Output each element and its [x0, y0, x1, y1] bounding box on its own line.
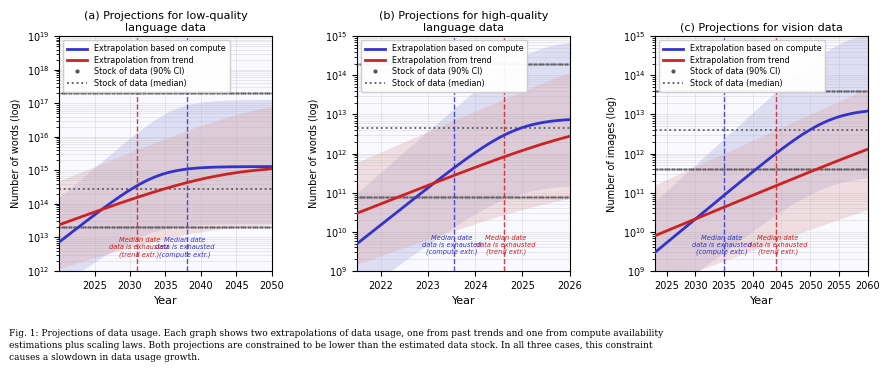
X-axis label: Year: Year	[749, 296, 773, 306]
Text: Median date
data is exhausted
(trend extr.): Median date data is exhausted (trend ext…	[110, 237, 169, 258]
Title: (a) Projections for low-quality
language data: (a) Projections for low-quality language…	[84, 11, 248, 33]
Y-axis label: Number of words (log): Number of words (log)	[309, 99, 319, 208]
X-axis label: Year: Year	[452, 296, 475, 306]
Text: Fig. 1: Projections of data usage. Each graph shows two extrapolations of data u: Fig. 1: Projections of data usage. Each …	[9, 329, 663, 362]
Text: Median date
data is exhausted
(trend extr.): Median date data is exhausted (trend ext…	[748, 235, 807, 255]
Title: (c) Projections for vision data: (c) Projections for vision data	[680, 23, 843, 33]
Text: Median date
data is exhausted
(compute extr.): Median date data is exhausted (compute e…	[692, 235, 752, 255]
Title: (b) Projections for high-quality
language data: (b) Projections for high-quality languag…	[379, 11, 548, 33]
Text: Median date
data is exhausted
(trend extr.): Median date data is exhausted (trend ext…	[476, 235, 535, 255]
Y-axis label: Number of words (log): Number of words (log)	[11, 99, 21, 208]
Legend: Extrapolation based on compute, Extrapolation from trend, Stock of data (90% CI): Extrapolation based on compute, Extrapol…	[659, 40, 825, 92]
Legend: Extrapolation based on compute, Extrapolation from trend, Stock of data (90% CI): Extrapolation based on compute, Extrapol…	[361, 40, 527, 92]
Legend: Extrapolation based on compute, Extrapolation from trend, Stock of data (90% CI): Extrapolation based on compute, Extrapol…	[63, 40, 230, 92]
Text: Median date
data is exhausted
(compute extr.): Median date data is exhausted (compute e…	[155, 237, 215, 258]
Y-axis label: Number of images (log): Number of images (log)	[607, 96, 617, 211]
Text: Median date
data is exhausted
(compute extr.): Median date data is exhausted (compute e…	[422, 235, 481, 255]
X-axis label: Year: Year	[153, 296, 177, 306]
